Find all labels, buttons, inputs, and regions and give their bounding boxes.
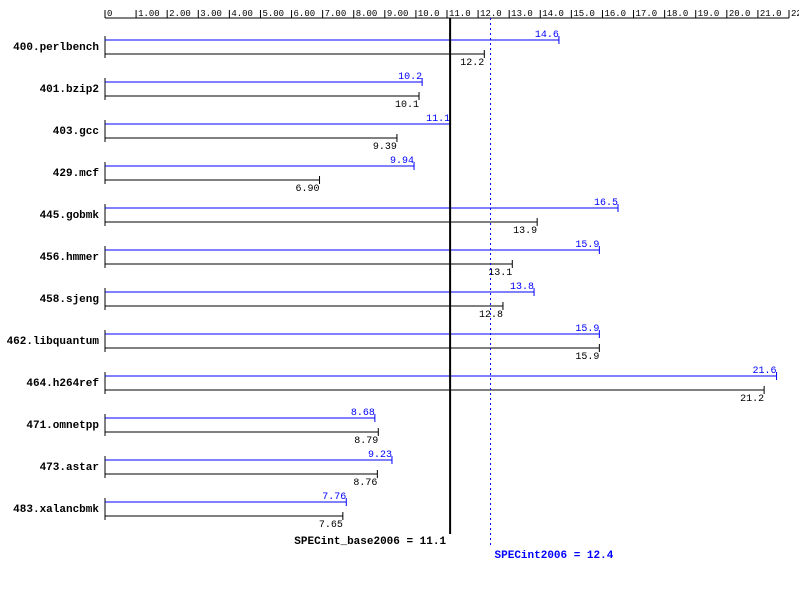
peak-value-label: 15.9: [575, 240, 599, 251]
benchmark-name: 471.omnetpp: [26, 420, 99, 432]
x-tick-label: 12.0: [480, 9, 502, 19]
x-tick-label: 0: [107, 9, 112, 19]
base-reference-label: SPECint_base2006 = 11.1: [294, 536, 446, 548]
base-value-label: 12.2: [460, 58, 484, 69]
base-value-label: 21.2: [740, 394, 764, 405]
x-tick-label: 13.0: [511, 9, 533, 19]
peak-value-label: 9.94: [390, 156, 414, 167]
base-value-label: 8.79: [354, 436, 378, 447]
benchmark-name: 462.libquantum: [7, 336, 100, 348]
benchmark-name: 464.h264ref: [26, 378, 99, 390]
x-tick-label: 4.00: [231, 9, 253, 19]
x-tick-label: 18.0: [667, 9, 689, 19]
base-value-label: 13.9: [513, 226, 537, 237]
x-tick-label: 2.00: [169, 9, 191, 19]
x-tick-label: 8.00: [356, 9, 378, 19]
benchmark-name: 403.gcc: [53, 126, 99, 138]
x-tick-label: 16.0: [604, 9, 626, 19]
x-tick-label: 22.0: [791, 9, 799, 19]
peak-value-label: 14.6: [535, 30, 559, 41]
peak-value-label: 15.9: [575, 324, 599, 335]
peak-value-label: 7.76: [322, 492, 346, 503]
peak-value-label: 16.5: [594, 198, 618, 209]
benchmark-name: 458.sjeng: [40, 294, 99, 306]
peak-value-label: 9.23: [368, 450, 392, 461]
base-value-label: 13.1: [488, 268, 512, 279]
x-tick-label: 15.0: [573, 9, 595, 19]
x-tick-label: 9.00: [387, 9, 409, 19]
base-value-label: 7.65: [319, 520, 343, 531]
spec-benchmark-chart: 0 1.00 2.00 3.00 4.00 5.00 6.00 7.00 8.00 9.00 10.…: [0, 0, 799, 606]
base-value-label: 9.39: [373, 142, 397, 153]
base-value-label: 8.76: [353, 478, 377, 489]
benchmark-name: 445.gobmk: [40, 210, 100, 222]
benchmark-name: 401.bzip2: [40, 84, 99, 96]
benchmark-name: 400.perlbench: [13, 42, 99, 54]
x-tick-label: 6.00: [294, 9, 316, 19]
x-tick-label: 3.00: [200, 9, 222, 19]
x-tick-label: 7.00: [325, 9, 347, 19]
benchmark-name: 456.hmmer: [40, 252, 99, 264]
peak-reference-label: SPECint2006 = 12.4: [495, 550, 614, 562]
peak-value-label: 8.68: [351, 408, 375, 419]
peak-value-label: 11.1: [426, 114, 450, 125]
base-value-label: 10.1: [395, 100, 419, 111]
x-tick-label: 1.00: [138, 9, 160, 19]
x-tick-label: 5.00: [262, 9, 284, 19]
x-tick-label: 17.0: [636, 9, 658, 19]
benchmark-name: 473.astar: [40, 462, 99, 474]
base-value-label: 6.90: [296, 184, 320, 195]
base-value-label: 15.9: [575, 352, 599, 363]
benchmark-name: 429.mcf: [53, 168, 100, 180]
x-tick-label: 19.0: [698, 9, 720, 19]
benchmark-name: 483.xalancbmk: [13, 504, 99, 516]
peak-value-label: 21.6: [753, 366, 777, 377]
x-tick-label: 11.0: [449, 9, 471, 19]
peak-value-label: 13.8: [510, 282, 534, 293]
x-tick-label: 14.0: [542, 9, 564, 19]
x-tick-label: 20.0: [729, 9, 751, 19]
x-tick-label: 10.0: [418, 9, 440, 19]
x-tick-label: 21.0: [760, 9, 782, 19]
peak-value-label: 10.2: [398, 72, 422, 83]
